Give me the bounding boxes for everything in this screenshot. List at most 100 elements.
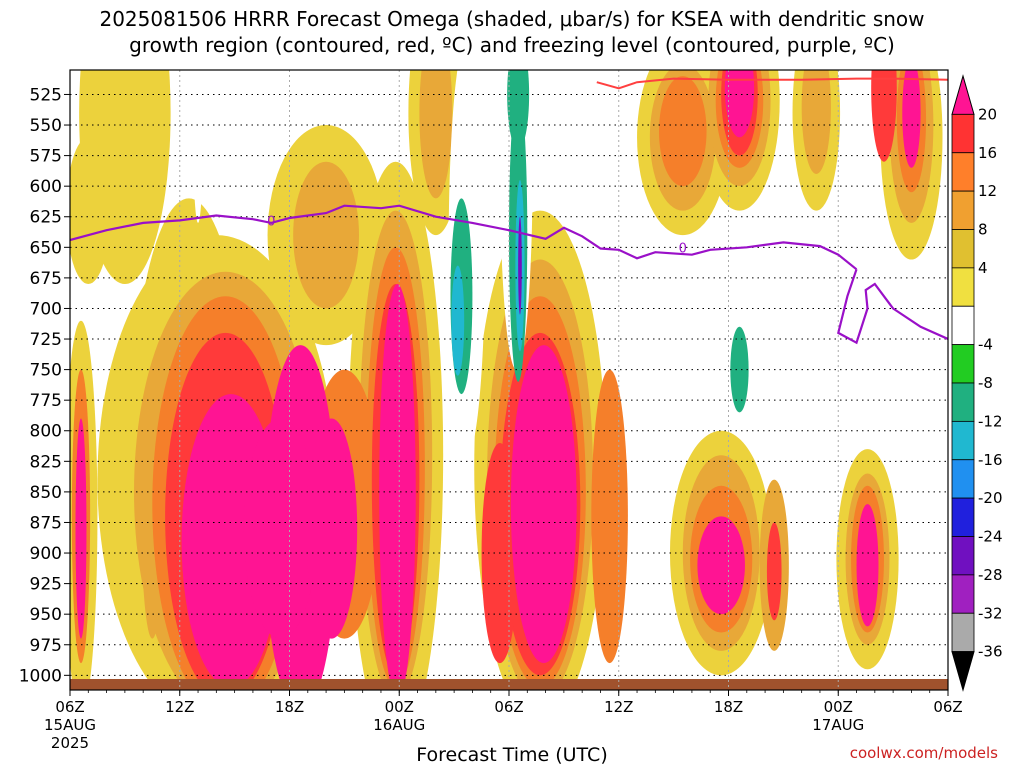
omega-shaded-field [70,70,948,690]
omega-region-18 [293,161,360,309]
omega-region-34 [591,369,628,664]
y-tick-label-625: 625 [30,208,62,228]
x-tick-date-0: 15AUG [44,716,96,734]
omega-neg-region-11 [730,326,749,413]
x-tick-label-7: 00Z [824,698,853,716]
omega-neg-region-0 [193,76,203,223]
omega-region-44 [766,522,782,621]
omega-region-53 [510,345,577,664]
y-tick-label-700: 700 [30,299,62,319]
y-tick-label-850: 850 [30,483,62,503]
freezing-level-contour [70,204,858,271]
colorbar-band-11 [951,497,975,537]
omega-region-14 [70,137,111,284]
x-tick-label-1: 12Z [165,698,194,716]
colorbar-band-6 [951,305,975,346]
y-tick-label-525: 525 [30,85,62,105]
contour-layer: 00 [70,77,948,345]
y-tick-label-800: 800 [30,422,62,442]
colorbar-label-8: -16 [978,451,1003,469]
y-tick-label-775: 775 [30,391,62,411]
colorbar-band-2 [951,152,975,192]
colorbar-label-4: 4 [978,259,988,277]
omega-region-51 [379,284,416,690]
colorbar-label-9: -20 [978,489,1003,507]
y-tick-label-550: 550 [30,116,62,136]
omega-neg-region-13 [886,332,900,480]
colorbar-label-0: 20 [978,105,997,123]
omega-region-52 [305,418,358,639]
colorbar-label-2: 12 [978,182,997,200]
y-tick-label-600: 600 [30,177,62,197]
omega-region-56 [724,70,755,138]
omega-neg-region-3 [451,265,465,376]
omega-region-57 [902,70,921,168]
colorbar-bottom-arrow [951,651,975,692]
colorbar-label-11: -28 [978,566,1003,584]
y-tick-label-950: 950 [30,605,62,625]
colorbar-label-5: -4 [978,336,993,354]
x-tick-date-7: 17AUG [812,716,864,734]
dendritic-growth-contour [596,77,948,90]
ground-surface [70,678,948,690]
y-tick-label-1000: 1000 [19,666,62,686]
omega-neg-region-8 [507,70,530,150]
colorbar-band-9 [951,420,975,461]
colorbar-band-8 [951,382,975,422]
y-tick-label-875: 875 [30,513,62,533]
chart-title-line2: growth region (contoured, red, ºC) and f… [129,33,895,57]
x-axis-title: Forecast Time (UTC) [416,744,608,766]
omega-region-47 [75,418,87,639]
colorbar-band-13 [951,574,975,614]
colorbar-label-6: -8 [978,374,993,392]
omega-region-37 [658,76,707,187]
omega-region-54 [697,516,745,615]
x-tick-label-0: 06Z [55,698,84,716]
colorbar-band-12 [951,536,975,576]
colorbar-band-10 [951,459,975,499]
x-tick-label-8: 06Z [933,698,962,716]
omega-region-50 [243,418,317,639]
colorbar-band-5 [951,267,975,307]
x-tick-label-4: 06Z [494,698,523,716]
omega-region-46 [871,70,897,162]
site-credit: coolwx.com/models [849,744,998,762]
y-axis-pressure: 525 550 575 600 625 650 675 700 725 750 775 800 825 8… [19,85,70,686]
x-tick-label-6: 18Z [714,698,743,716]
omega-region-25 [801,70,831,174]
colorbar-band-4 [951,229,975,269]
chart-title-line1: 2025081506 HRRR Forecast Omega (shaded, … [99,7,925,31]
y-tick-label-900: 900 [30,544,62,564]
colorbar-label-3: 8 [978,221,988,239]
y-tick-label-925: 925 [30,575,62,595]
colorbar-band-1 [951,113,975,154]
omega-region-55 [856,504,879,627]
y-tick-label-975: 975 [30,636,62,656]
omega-neg-region-7 [518,216,522,315]
colorbar-band-3 [951,190,975,230]
y-tick-label-725: 725 [30,330,62,350]
colorbar-label-12: -32 [978,604,1003,622]
colorbar-legend: 20 16 12 8 4 -4 -8 -12 -16 -20 -24 -28 -32 -36 [951,74,1003,692]
colorbar-label-1: 16 [978,144,997,162]
omega-neg-region-12 [815,424,825,535]
freezing-level-loop [837,268,948,345]
y-tick-label-675: 675 [30,269,62,289]
colorbar-band-7 [951,344,975,384]
y-tick-label-650: 650 [30,238,62,258]
omega-region-27 [419,70,453,199]
x-tick-label-2: 18Z [275,698,304,716]
x-tick-year-0: 2025 [51,734,89,752]
y-tick-label-825: 825 [30,452,62,472]
x-tick-date-3: 16AUG [373,716,425,734]
colorbar-label-7: -12 [978,412,1003,430]
colorbar-band-14 [951,612,975,653]
y-tick-label-575: 575 [30,147,62,167]
colorbar-label-13: -36 [978,643,1003,661]
freezing-level-label-1: 0 [679,241,687,256]
colorbar-label-10: -24 [978,528,1003,546]
x-tick-label-3: 00Z [385,698,414,716]
x-tick-label-5: 12Z [604,698,633,716]
